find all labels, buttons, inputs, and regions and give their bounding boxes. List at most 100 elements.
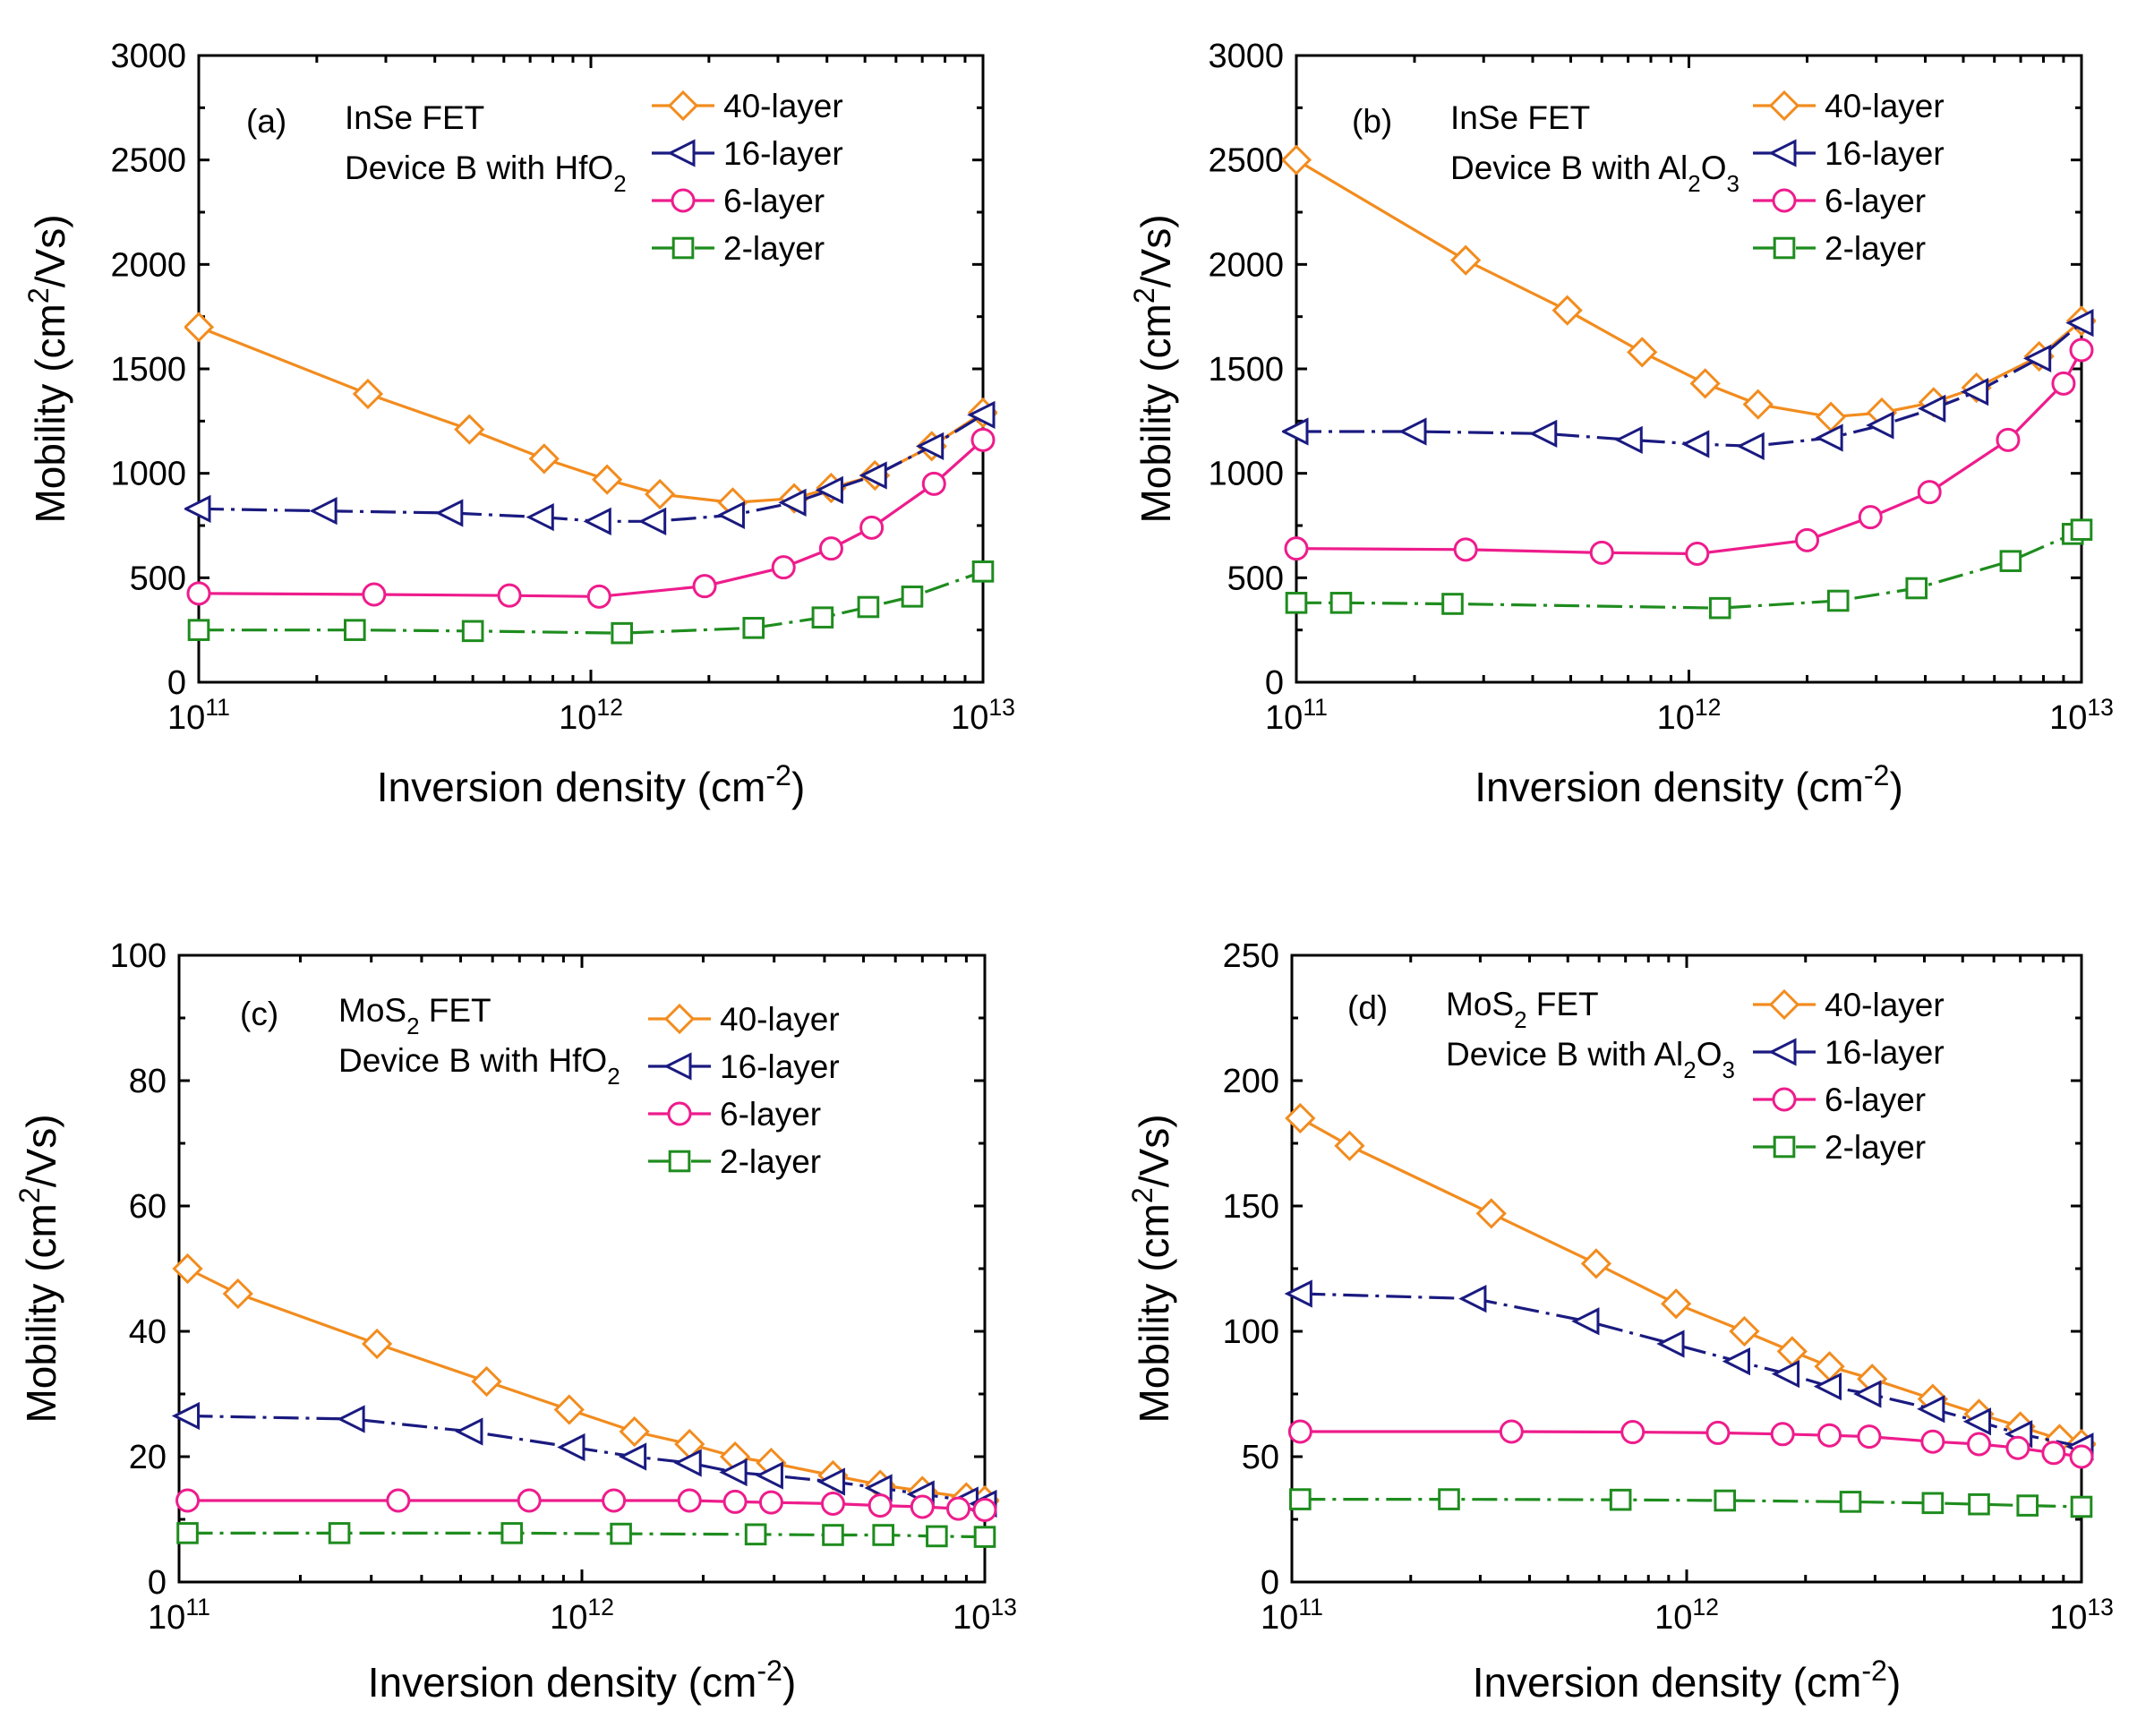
x-tick-label: 1013: [951, 694, 1015, 737]
legend-label: 2-layer: [1825, 1129, 1926, 1166]
data-point-6-layer: [1589, 540, 1614, 565]
series-line-16-layer: [198, 413, 984, 523]
data-point-2-layer: [328, 1522, 351, 1544]
data-point-16-layer: [1284, 1279, 1312, 1308]
x-axis-title: Inversion density (cm-2): [368, 1655, 797, 1706]
data-point-16-layer: [1736, 432, 1765, 460]
x-tick-label: 1012: [550, 1594, 614, 1637]
data-layer: [1282, 144, 2096, 620]
data-point-40-layer: [619, 1415, 650, 1448]
data-point-16-layer: [557, 1432, 586, 1462]
data-point-16-layer: [719, 1458, 748, 1487]
data-point-16-layer: [2022, 344, 2052, 372]
series-line-2-layer: [187, 1531, 986, 1539]
panel-id-label: (c): [240, 996, 278, 1032]
y-tick-label: 0: [148, 1564, 167, 1602]
data-point-6-layer: [868, 1493, 893, 1518]
data-point-2-layer: [1839, 1491, 1862, 1513]
data-point-6-layer: [1685, 542, 1710, 566]
legend-label: 40-layer: [1825, 987, 1945, 1023]
series-line-6-layer: [187, 1499, 986, 1512]
legend-marker: [1772, 1087, 1797, 1112]
legend-label: 40-layer: [723, 88, 843, 124]
data-point-2-layer: [2070, 1495, 2093, 1518]
y-tick-label: 100: [110, 937, 167, 975]
annotation-line-1: InSe FET: [345, 99, 484, 136]
data-point-16-layer: [859, 461, 887, 490]
data-point-6-layer: [175, 1488, 201, 1513]
legend-marker: [667, 139, 696, 167]
data-point-6-layer: [1620, 1420, 1645, 1445]
legend-marker: [1768, 90, 1800, 122]
data-point-40-layer: [1627, 337, 1658, 368]
chart-panel-3: 0 50 100 150 200 250 1011 1012 1013 Inversion den…: [1126, 937, 2114, 1706]
data-point-2-layer: [611, 621, 633, 645]
data-point-6-layer: [1920, 1429, 1945, 1454]
data-point-16-layer: [1771, 1359, 1800, 1389]
data-point-2-layer: [2070, 518, 2093, 541]
data-point-40-layer: [1334, 1130, 1365, 1161]
legend-label: 16-layer: [720, 1048, 840, 1085]
data-point-6-layer: [1967, 1432, 1991, 1457]
data-point-6-layer: [186, 581, 211, 606]
panel-id-label: (b): [1352, 103, 1392, 140]
data-point-16-layer: [673, 1449, 702, 1477]
data-point-2-layer: [1714, 1489, 1737, 1512]
series-line-16-layer: [187, 1414, 986, 1506]
data-point-16-layer: [816, 1467, 845, 1496]
y-tick-label: 40: [129, 1313, 167, 1351]
data-point-40-layer: [553, 1394, 585, 1425]
x-tick-label: 1011: [148, 1594, 210, 1637]
data-point-6-layer: [1858, 505, 1883, 530]
data-point-40-layer: [1282, 144, 1312, 175]
x-tick-label: 1012: [1657, 694, 1722, 737]
data-point-2-layer: [610, 1522, 632, 1545]
data-point-40-layer: [471, 1365, 502, 1398]
data-point-2-layer: [343, 619, 366, 641]
data-point-2-layer: [811, 606, 834, 629]
y-tick-label: 500: [130, 560, 186, 597]
data-point-16-layer: [967, 400, 996, 429]
data-point-2-layer: [187, 619, 210, 641]
legend-marker: [1768, 1038, 1797, 1066]
legend-marker: [671, 188, 696, 213]
data-point-6-layer: [910, 1494, 935, 1519]
legend-marker: [1772, 188, 1797, 213]
series-line-40-layer: [186, 1267, 986, 1502]
data-point-2-layer: [1609, 1488, 1632, 1511]
data-point-6-layer: [586, 584, 611, 609]
data-point-16-layer: [1681, 430, 1710, 458]
data-point-2-layer: [500, 1522, 524, 1544]
x-tick-label: 1013: [2049, 694, 2114, 737]
data-point-6-layer: [677, 1488, 702, 1513]
chart-panel-0: 0 500 1000 1500 2000 2500 3000 1011 1012 1013 Inve…: [22, 38, 1015, 810]
x-tick-label: 1013: [953, 1594, 1017, 1637]
data-point-16-layer: [1722, 1347, 1750, 1376]
data-point-6-layer: [362, 582, 387, 607]
data-point-6-layer: [1453, 537, 1478, 562]
y-tick-label: 0: [1265, 664, 1284, 702]
annotation-line-1: MoS2 FET: [1446, 986, 1599, 1033]
x-axis-title: Inversion density (cm-2): [1475, 759, 1903, 810]
data-point-16-layer: [815, 475, 843, 504]
legend-label: 16-layer: [1825, 135, 1945, 172]
y-axis-title: Mobility (cm2/Vs): [13, 1114, 64, 1423]
plot-frame: [1290, 954, 2083, 1584]
series-line-6-layer: [198, 439, 985, 598]
y-axis-title: Mobility (cm2/Vs): [1126, 1114, 1177, 1423]
annotation-line-2: Device B with Al2O3: [1446, 1036, 1735, 1083]
data-point-6-layer: [692, 574, 717, 599]
series-line-6-layer: [1295, 349, 2083, 556]
x-axis-title: Inversion density (cm-2): [1473, 1655, 1902, 1706]
data-point-16-layer: [1458, 1284, 1487, 1313]
annotation-line-2: Device B with HfO2: [345, 150, 627, 197]
data-point-2-layer: [1826, 589, 1850, 612]
y-tick-label: 250: [1223, 937, 1279, 975]
data-point-40-layer: [222, 1278, 253, 1310]
data-point-40-layer: [528, 443, 560, 475]
series-line-2-layer: [1300, 1497, 2082, 1509]
data-point-16-layer: [1815, 423, 1843, 452]
legend-marker: [663, 1052, 692, 1081]
data-point-2-layer: [742, 617, 765, 639]
